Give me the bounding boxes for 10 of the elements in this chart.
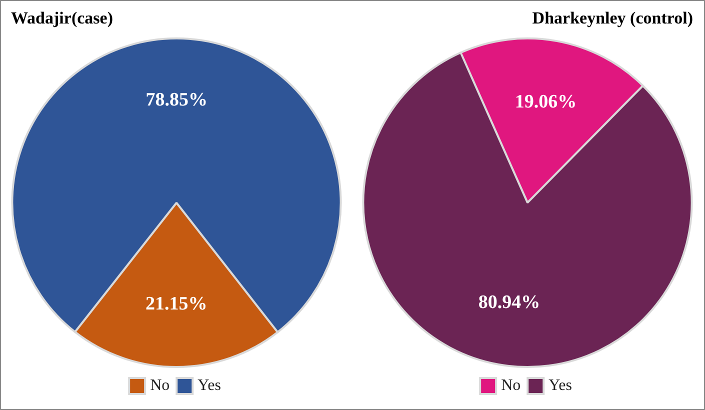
- legend-label: No: [150, 377, 170, 394]
- legend-label: No: [501, 377, 521, 394]
- data-label: 80.94%: [478, 292, 540, 313]
- chart-title: Dharkeynley (control): [532, 8, 693, 28]
- chart-title: Wadajir(case): [11, 8, 113, 28]
- data-label: 19.06%: [514, 91, 577, 112]
- legend-label: Yes: [198, 377, 221, 394]
- data-label: 78.85%: [146, 90, 208, 111]
- data-label: 21.15%: [146, 293, 208, 314]
- legend-label: Yes: [548, 377, 572, 394]
